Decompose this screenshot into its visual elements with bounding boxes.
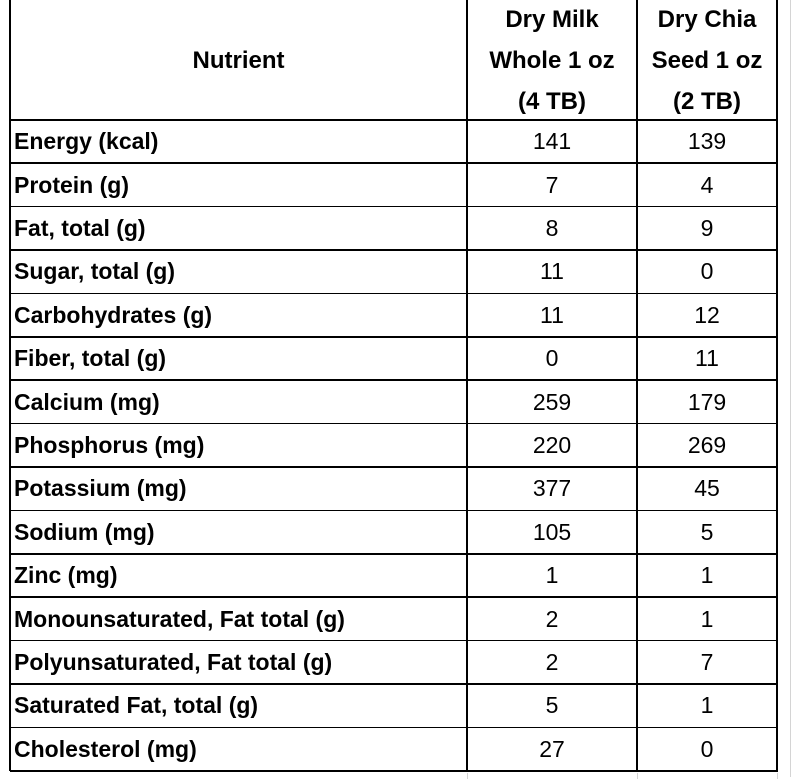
row-border xyxy=(10,726,778,729)
header-line: Dry Chia xyxy=(657,5,757,33)
value-cell: 105 xyxy=(532,518,572,545)
row-label: Zinc (mg) xyxy=(14,562,118,589)
column-border xyxy=(466,0,468,771)
value-cell: 1 xyxy=(700,692,714,719)
value-cell: 27 xyxy=(539,735,565,762)
row-label: Calcium (mg) xyxy=(14,388,160,415)
row-label: Sodium (mg) xyxy=(14,518,155,545)
header-cell: Dry Chia Seed 1 oz (2 TB) xyxy=(637,0,777,120)
value-cell: 1 xyxy=(700,605,714,632)
row-border xyxy=(10,249,778,251)
value-cell: 2 xyxy=(545,648,559,675)
column-border xyxy=(9,0,11,771)
row-border xyxy=(10,162,778,164)
value-cell: 2 xyxy=(545,605,559,632)
sheet-gridline xyxy=(777,773,778,779)
row-label: Cholesterol (mg) xyxy=(14,735,197,762)
value-cell: 9 xyxy=(700,214,714,241)
row-border xyxy=(10,466,778,468)
value-cell: 139 xyxy=(687,128,727,155)
header-cell: Nutrient xyxy=(10,0,467,120)
value-cell: 12 xyxy=(694,301,720,328)
column-border xyxy=(776,0,778,771)
value-cell: 45 xyxy=(694,475,720,502)
value-cell: 259 xyxy=(532,388,572,415)
row-label: Protein (g) xyxy=(14,171,129,198)
row-border xyxy=(10,639,778,642)
sheet-gridline xyxy=(637,773,638,779)
row-border xyxy=(10,119,778,121)
value-cell: 11 xyxy=(540,301,564,328)
row-label: Saturated Fat, total (g) xyxy=(14,692,259,719)
value-cell: 4 xyxy=(700,171,714,198)
header-line: Nutrient xyxy=(192,46,285,74)
row-border xyxy=(10,770,778,772)
sheet-gridline xyxy=(790,0,791,777)
header-line: (4 TB) xyxy=(518,87,586,115)
value-cell: 11 xyxy=(695,345,719,372)
row-label: Fiber, total (g) xyxy=(14,345,167,372)
value-cell: 5 xyxy=(700,518,714,545)
row-border xyxy=(10,509,778,512)
row-label: Energy (kcal) xyxy=(14,128,159,155)
value-cell: 220 xyxy=(532,431,572,458)
value-cell: 179 xyxy=(687,388,727,415)
value-cell: 11 xyxy=(540,258,564,285)
header-line: Whole 1 oz xyxy=(489,46,615,74)
row-border xyxy=(10,379,778,381)
row-border xyxy=(10,205,778,208)
value-cell: 0 xyxy=(700,258,714,285)
row-label: Monounsaturated, Fat total (g) xyxy=(14,605,345,632)
column-border xyxy=(636,0,638,771)
row-label: Carbohydrates (g) xyxy=(14,301,213,328)
header-line: Dry Milk xyxy=(505,5,599,33)
header-line: Seed 1 oz xyxy=(651,46,763,74)
header-cell: Dry Milk Whole 1 oz (4 TB) xyxy=(467,0,637,120)
value-cell: 1 xyxy=(545,562,559,589)
value-cell: 7 xyxy=(545,171,559,198)
row-border xyxy=(10,596,778,598)
value-cell: 377 xyxy=(532,475,572,502)
row-border xyxy=(10,336,778,338)
header-line: (2 TB) xyxy=(673,87,741,115)
sheet-gridline xyxy=(467,773,468,779)
value-cell: 0 xyxy=(545,345,559,372)
value-cell: 1 xyxy=(700,562,714,589)
row-label: Sugar, total (g) xyxy=(14,258,175,285)
row-border xyxy=(10,422,778,425)
value-cell: 7 xyxy=(700,648,714,675)
value-cell: 8 xyxy=(545,214,559,241)
value-cell: 269 xyxy=(687,431,727,458)
row-label: Potassium (mg) xyxy=(14,475,187,502)
row-border xyxy=(10,553,778,555)
value-cell: 0 xyxy=(700,735,714,762)
row-border xyxy=(10,683,778,685)
row-label: Phosphorus (mg) xyxy=(14,431,205,458)
row-label: Fat, total (g) xyxy=(14,214,146,241)
value-cell: 5 xyxy=(545,692,559,719)
value-cell: 141 xyxy=(532,128,572,155)
row-label: Polyunsaturated, Fat total (g) xyxy=(14,648,333,675)
row-border xyxy=(10,292,778,295)
